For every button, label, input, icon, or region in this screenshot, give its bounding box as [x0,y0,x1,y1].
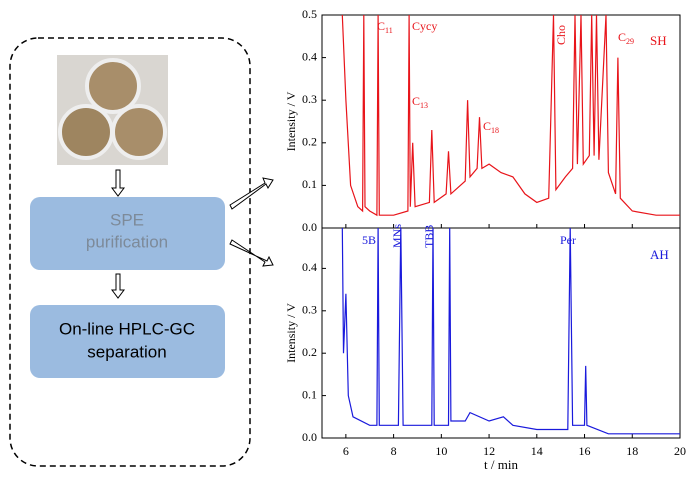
peak-label: TBB [422,225,436,248]
y-tick-label: 0.2 [302,135,317,149]
peak-label-text: Per [560,233,576,247]
x-tick-label: 20 [674,444,686,458]
plot [341,15,680,217]
legend-label: SH [650,33,667,48]
peak-label-sub: 29 [626,37,634,46]
chromatogram-line [341,228,680,435]
y-tick-label: 0.0 [302,430,317,444]
y-tick-label: 0.4 [302,260,317,274]
plot-frame [321,227,681,439]
step-box [30,305,225,378]
arrow [229,177,274,210]
arrow [111,273,125,299]
peak-label-sub: 18 [491,126,499,135]
plot [341,228,680,435]
peak-label: C13 [412,94,428,110]
peak-label: Per [560,233,576,247]
step-text: separation [87,342,166,361]
y-tick-label: 0.2 [302,345,317,359]
peak-label-text: 5B [362,233,376,247]
peak-label-sub: 11 [385,26,393,35]
y-axis-label: Intensity / V [284,91,298,151]
y-axis-label: Intensity / V [284,303,298,363]
peak-label: Cycy [412,19,437,33]
y-tick-label: 0.3 [302,303,317,317]
peak-label: C11 [377,19,393,35]
step-text: purification [86,232,168,251]
peak-label-text: TBB [422,225,436,248]
peak-label: MNs [390,224,404,248]
arrow [229,239,274,267]
peak-label-text: C [377,19,385,33]
y-tick-label: 0.1 [302,177,317,191]
plot-frame [321,14,681,229]
peak-label: C29 [618,30,634,46]
peak-label-text: C [618,30,626,44]
x-tick-label: 12 [483,444,495,458]
y-tick-label: 0.1 [302,387,317,401]
y-tick-label: 0.5 [302,7,317,21]
peak-label: C18 [483,119,499,135]
peak-label-text: MNs [390,224,404,248]
x-axis-label: t / min [484,457,518,472]
x-tick-label: 8 [391,444,397,458]
step-text: SPE [110,210,144,229]
x-tick-label: 18 [626,444,638,458]
x-tick-label: 16 [579,444,591,458]
peak-label-sub: 13 [420,101,428,110]
peak-label-text: C [412,94,420,108]
peak-label-text: Cho [554,25,568,45]
chromatogram-line [341,15,680,217]
step-box [30,197,225,270]
peak-label-text: C [483,119,491,133]
peak-label: 5B [362,233,376,247]
sample-photo [57,55,168,165]
arrow [111,169,125,197]
y-tick-label: 0.3 [302,92,317,106]
y-tick-label: 0.0 [302,220,317,234]
step-text: On-line HPLC-GC [59,319,195,338]
peak-label-text: Cycy [412,19,437,33]
y-tick-label: 0.4 [302,49,317,63]
x-tick-label: 6 [343,444,349,458]
legend-label: AH [650,247,669,262]
peak-label: Cho [554,25,568,45]
x-tick-label: 10 [435,444,447,458]
x-tick-label: 14 [531,444,543,458]
